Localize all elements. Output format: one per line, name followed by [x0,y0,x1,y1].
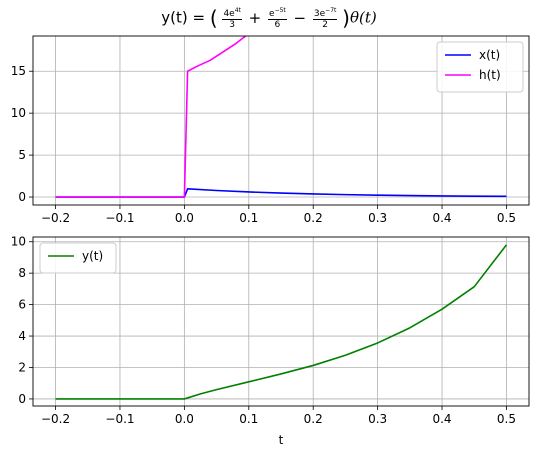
title-term1-num: 4e [223,9,235,19]
title-term1: 4e4t 3 [222,6,242,30]
chart-title: y(t) = ( 4e4t 3 + e−5t 6 − 3e−7t 2 )θ(t) [0,6,538,30]
x-tick-label: 0.3 [368,412,387,426]
legend: y(t) [39,242,117,274]
x-tick-label: 0.1 [239,211,258,225]
axes-frame [32,35,530,206]
series-line-ht [55,36,247,198]
title-plus: + [248,8,262,27]
title-term3: 3e−7t 2 [312,6,338,30]
x-tick-label: −0.1 [105,412,134,426]
x-tick-label: −0.2 [41,412,70,426]
y-tick-label: 10 [11,235,26,249]
legend-label: y(t) [82,249,103,263]
legend-label: x(t) [479,48,500,62]
x-tick-label: 0.0 [175,412,194,426]
x-tick-label: 0.2 [304,412,323,426]
axes-2: −0.2 −0.1 0.0 0.1 0.2 0.3 0.4 0.5 0 2 4 6 8 10 t y(t) [11,235,530,447]
series-line-yt [55,244,508,400]
axes-1: −0.2 −0.1 0.0 0.1 0.2 0.3 0.4 0.5 0 5 10 15 x(t) h(t) [11,35,530,225]
y-tick-label: 2 [18,360,26,374]
title-paren-close: ) [342,6,350,30]
y-tick-label: 4 [18,329,26,343]
title-term2-num: e [269,9,275,19]
title-term2-den: 6 [274,20,281,30]
legend: x(t) h(t) [436,41,524,93]
title-term2: e−5t 6 [268,6,287,30]
x-tick-label: 0.4 [432,412,451,426]
title-term1-exp: 4t [234,7,241,14]
x-tick-label: 0.1 [239,412,258,426]
y-tick-label: 10 [11,106,26,120]
x-tick-label: 0.0 [175,211,194,225]
x-tick-label: 0.3 [368,211,387,225]
y-tick-label: 15 [11,64,26,78]
title-term3-num: 3e [313,9,326,19]
title-term3-den: 2 [322,20,328,30]
axes-frame [32,236,530,407]
title-suffix: θ(t) [349,8,377,27]
y-tick-label: 0 [18,392,26,406]
x-tick-label: 0.4 [432,211,451,225]
x-tick-label: −0.2 [41,211,70,225]
title-term2-exp: −5t [274,7,286,14]
legend-box [39,242,117,274]
title-term3-exp: −7t [325,7,337,14]
title-prefix: y(t) = [161,8,206,27]
series-line-xt [55,188,507,198]
x-axis-label: t [279,433,284,447]
y-tick-label: 0 [18,190,26,204]
y-tick-label: 8 [18,266,26,280]
x-tick-label: 0.5 [497,412,516,426]
x-tick-label: 0.2 [304,211,323,225]
x-tick-label: 0.5 [497,211,516,225]
y-tick-label: 6 [18,298,26,312]
title-paren-open: ( [209,6,218,30]
title-term1-den: 3 [229,20,236,30]
title-minus: − [293,8,307,27]
x-tick-label: −0.1 [105,211,134,225]
y-tick-label: 5 [18,148,26,162]
legend-label: h(t) [479,68,501,82]
